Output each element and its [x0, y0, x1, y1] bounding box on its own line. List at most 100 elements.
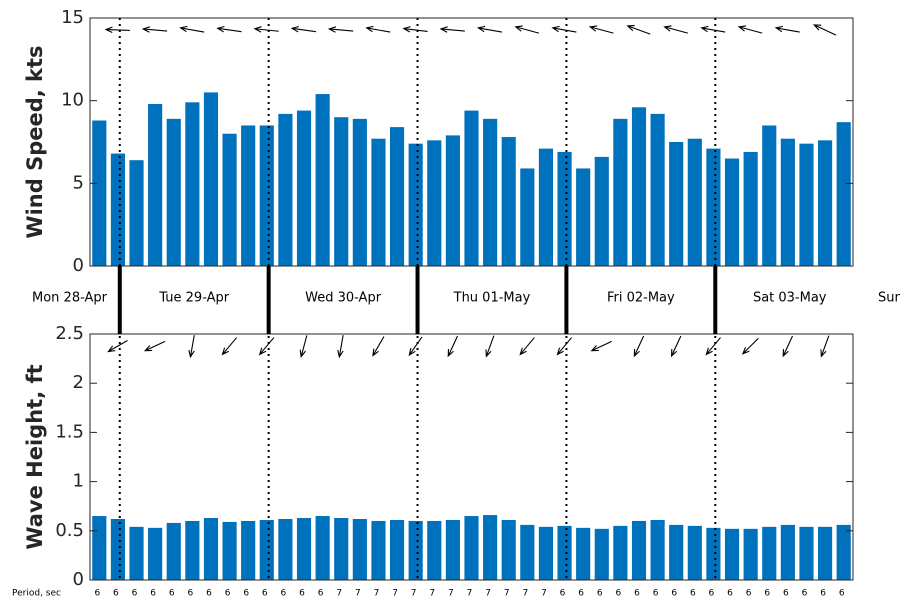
bar	[576, 168, 591, 266]
y-tick-label: 2	[73, 372, 84, 393]
period-value: 6	[187, 589, 193, 599]
y-tick-label: 1.5	[55, 421, 84, 442]
bar	[278, 113, 293, 266]
direction-arrow	[221, 337, 238, 356]
bar	[557, 151, 572, 266]
direction-arrow	[626, 24, 651, 35]
bar	[203, 518, 219, 580]
bar	[129, 160, 144, 266]
direction-arrow	[258, 337, 275, 356]
direction-arrow	[179, 25, 205, 33]
direction-arrow	[588, 25, 614, 34]
direction-arrow	[820, 335, 830, 358]
direction-arrow	[107, 340, 128, 353]
bar	[222, 133, 237, 266]
direction-arrow	[216, 25, 242, 33]
y-tick-label: 0	[73, 255, 84, 276]
direction-arrow	[556, 337, 573, 356]
bar	[818, 526, 833, 580]
period-value: 6	[783, 589, 789, 599]
period-value: 7	[541, 589, 547, 599]
bar	[203, 92, 219, 267]
period-value: 6	[839, 589, 845, 599]
plot-frame	[89, 17, 854, 267]
direction-arrow	[663, 25, 688, 34]
bar	[799, 143, 814, 266]
direction-arrow	[700, 25, 726, 33]
bar	[706, 527, 721, 580]
period-value: 7	[374, 589, 380, 599]
bar	[166, 522, 181, 580]
period-value: 7	[448, 589, 454, 599]
bar	[706, 148, 721, 266]
bar	[129, 526, 144, 580]
period-value: 6	[150, 589, 156, 599]
bar	[259, 125, 274, 266]
direction-arrow	[365, 25, 391, 33]
period-value: 6	[578, 589, 584, 599]
bar	[166, 118, 181, 266]
bar	[780, 138, 795, 266]
bar	[296, 518, 312, 580]
bar	[222, 521, 237, 580]
bar	[799, 526, 814, 580]
period-value: 6	[225, 589, 231, 599]
bar	[296, 110, 312, 266]
bar	[464, 110, 479, 266]
period-value: 7	[392, 589, 398, 599]
bar	[259, 519, 274, 580]
period-label: Period, sec	[12, 589, 61, 599]
bar	[557, 525, 572, 580]
period-value: 6	[206, 589, 212, 599]
bar	[669, 524, 684, 580]
y-tick-label: 1	[73, 471, 84, 492]
bar	[483, 515, 498, 580]
period-value: 6	[169, 589, 175, 599]
bar	[445, 135, 460, 266]
day-label: Mon 28-Apr	[32, 291, 108, 306]
plot-frame	[89, 333, 854, 581]
bar	[483, 118, 498, 266]
bar	[594, 156, 609, 266]
bar	[818, 140, 833, 266]
period-value: 6	[746, 589, 752, 599]
period-value: 6	[94, 589, 100, 599]
bar	[631, 107, 647, 266]
bar	[110, 518, 125, 580]
day-label: Thu 01-May	[453, 291, 531, 306]
bar	[762, 526, 777, 580]
y-tick-label: 10	[61, 90, 84, 111]
direction-arrow	[143, 340, 166, 352]
bar	[836, 122, 851, 266]
bar	[762, 125, 777, 266]
bar	[631, 520, 647, 580]
bar	[501, 137, 516, 266]
period-value: 6	[281, 589, 287, 599]
bar	[241, 125, 256, 266]
period-value: 6	[132, 589, 138, 599]
bar	[241, 520, 256, 580]
direction-arrow	[633, 335, 645, 358]
period-value: 7	[355, 589, 361, 599]
period-value: 6	[709, 589, 715, 599]
bar	[445, 519, 460, 580]
bar	[427, 520, 442, 580]
y-tick-label: 5	[73, 172, 84, 193]
period-value: 6	[802, 589, 808, 599]
bar	[724, 528, 740, 580]
direction-arrow	[439, 26, 465, 33]
bar	[613, 525, 628, 580]
y-axis-label: Wind Speed, kts	[23, 45, 47, 238]
bar	[185, 102, 200, 266]
period-value: 6	[634, 589, 640, 599]
bar	[148, 103, 163, 267]
period-value: 6	[820, 589, 826, 599]
bar	[334, 117, 349, 266]
bar	[687, 138, 702, 266]
bar	[389, 519, 405, 580]
direction-arrow	[670, 335, 682, 358]
period-value: 6	[653, 589, 659, 599]
period-value: 6	[318, 589, 324, 599]
bar	[278, 518, 293, 580]
bar	[352, 118, 367, 266]
